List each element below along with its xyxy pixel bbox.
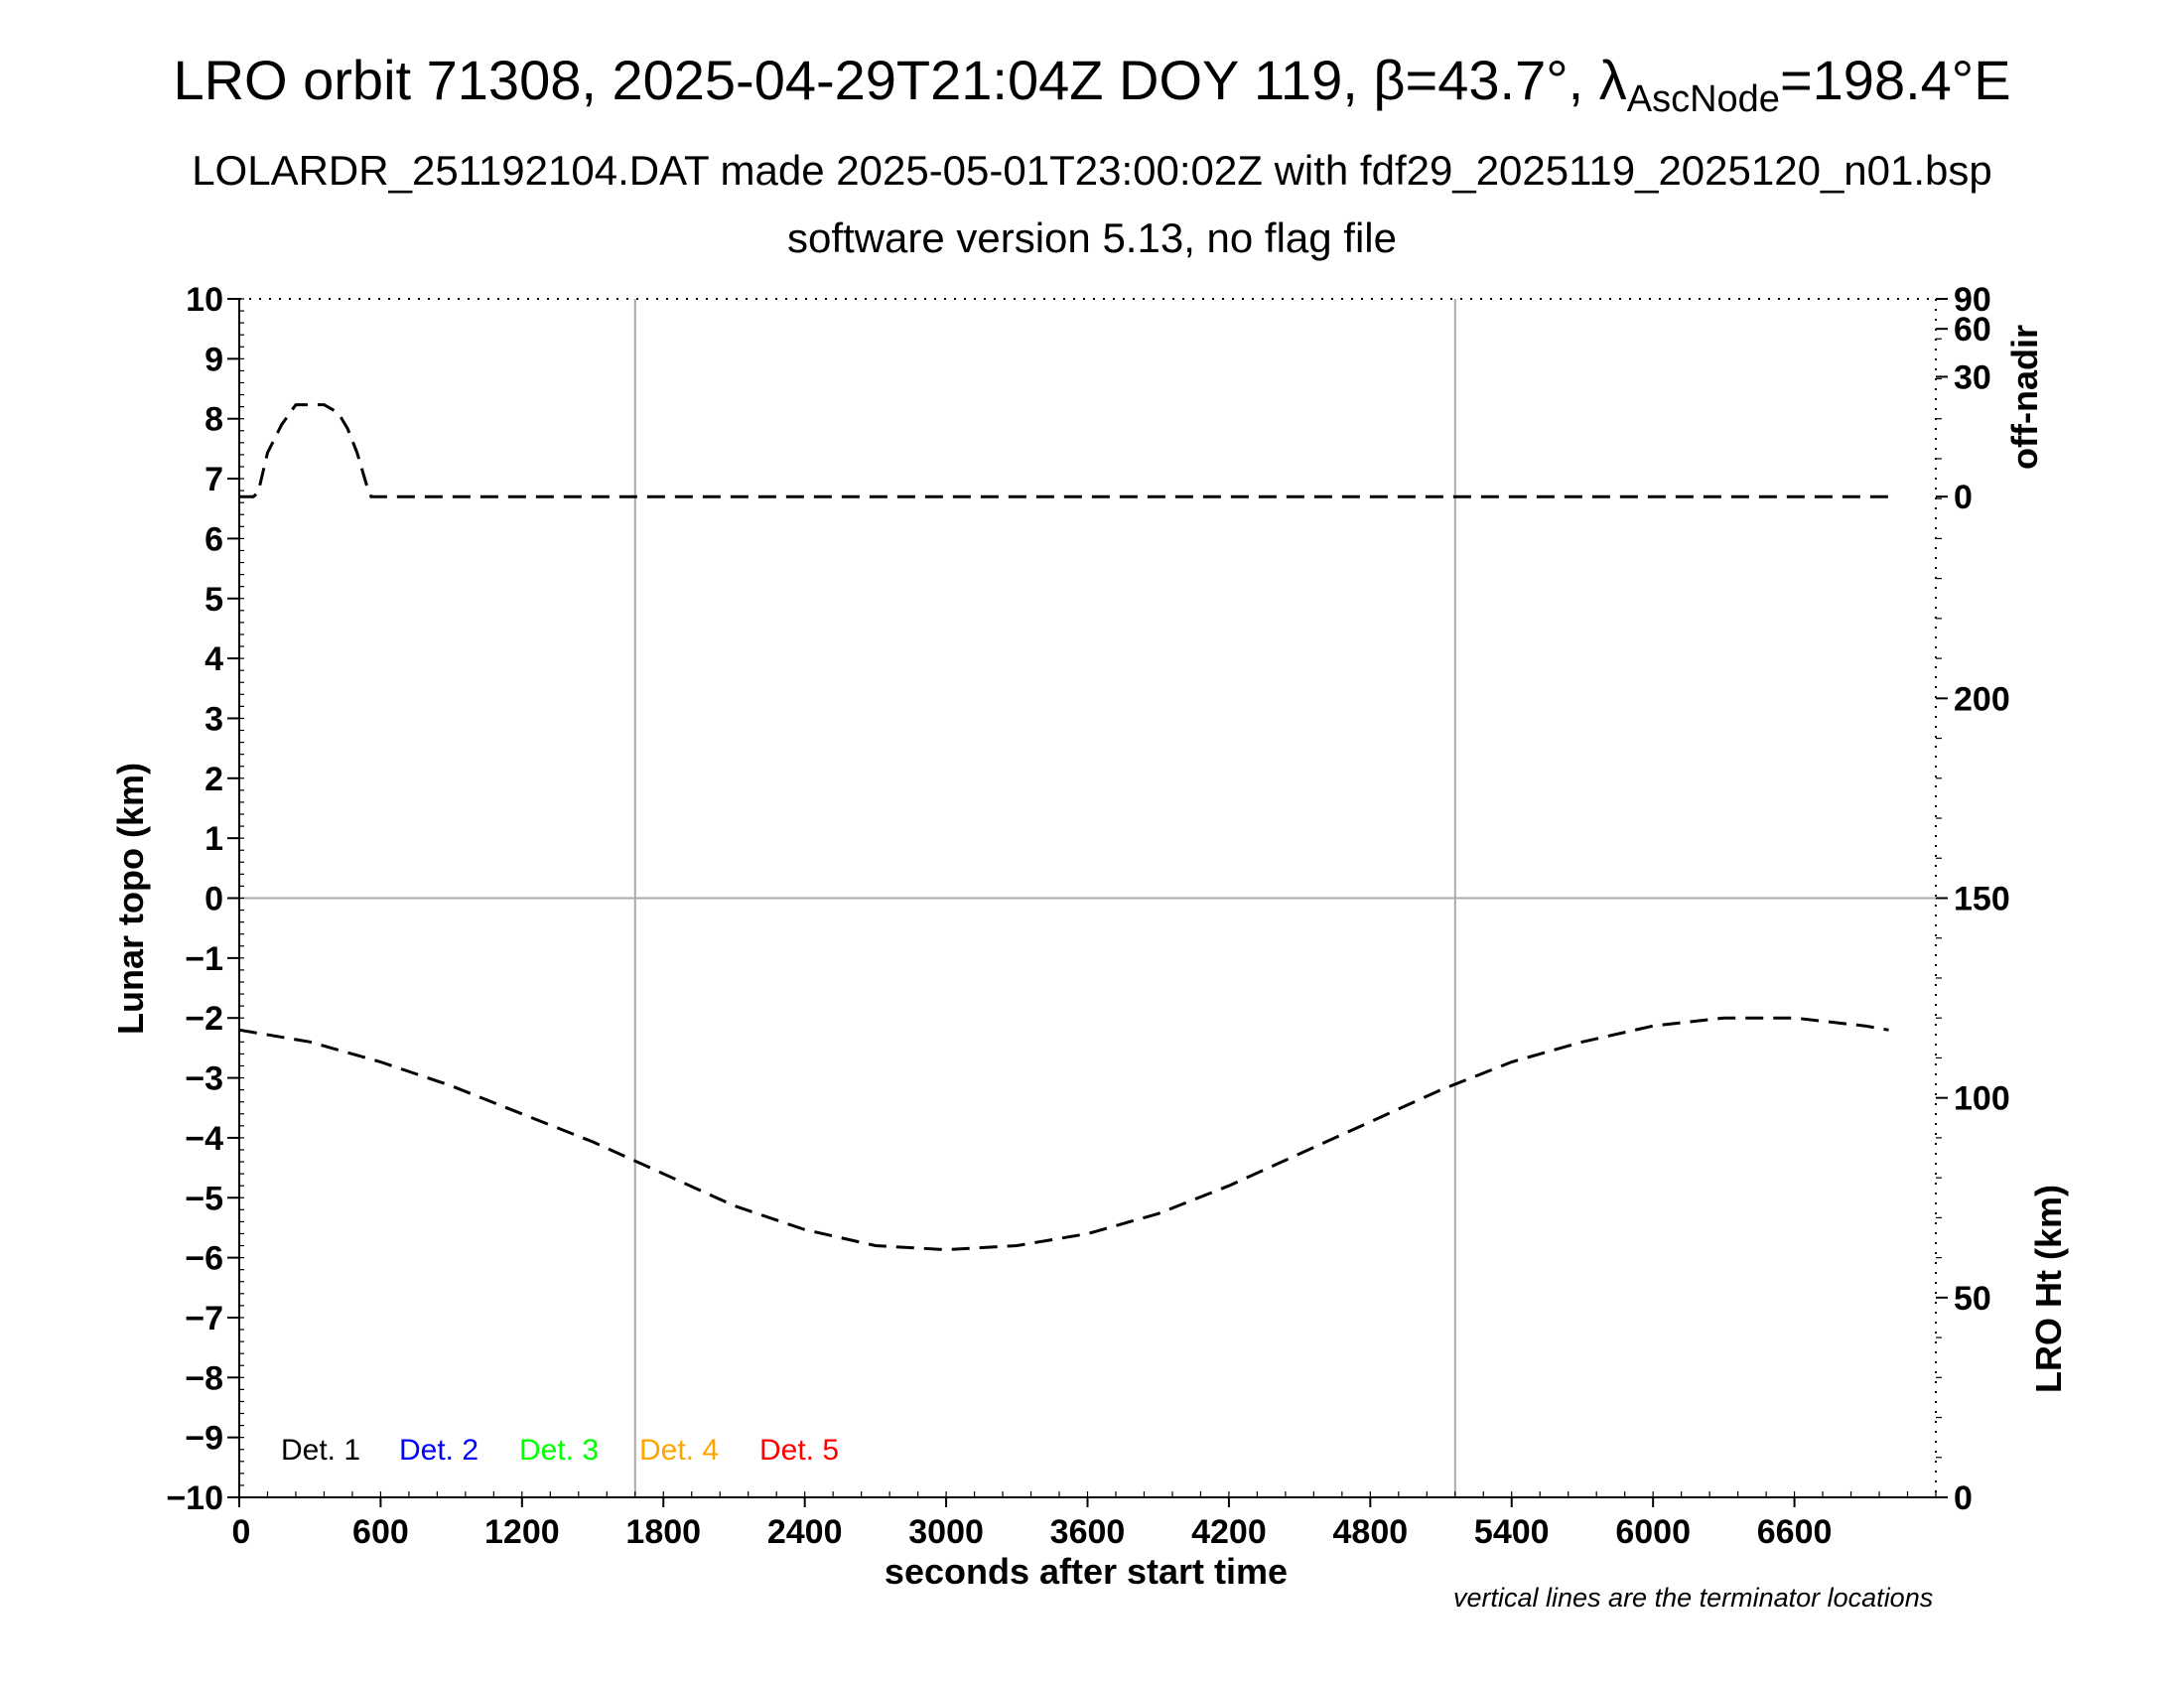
x-tick-label: 1800 [625, 1513, 701, 1551]
y-tick-label: −6 [185, 1240, 223, 1278]
chart-subtitle-file: LOLARDR_251192104.DAT made 2025-05-01T23… [192, 147, 1992, 194]
chart-title: LRO orbit 71308, 2025-04-29T21:04Z DOY 1… [0, 48, 2184, 121]
offnadir-tick-label: 60 [1954, 311, 1991, 349]
x-tick-label: 600 [352, 1513, 409, 1551]
right-axis-label-offnadir: off-nadir [2004, 325, 2045, 470]
height-tick-label: 0 [1954, 1479, 1973, 1517]
height-tick-label: 50 [1954, 1280, 1991, 1318]
y-tick-label: −8 [185, 1359, 223, 1397]
y-tick-label: 3 [205, 700, 223, 738]
chart-title-prefix: LRO orbit 71308, 2025-04-29T21:04Z DOY 1… [173, 49, 1627, 111]
y-tick-label: −1 [185, 940, 223, 978]
offnadir-tick-label: 90 [1954, 281, 1991, 319]
x-tick-label: 1200 [484, 1513, 560, 1551]
offnadir-tick-label: 30 [1954, 358, 1991, 396]
y-tick-label: −2 [185, 1000, 223, 1038]
height-tick-label: 100 [1954, 1080, 2010, 1118]
x-tick-label: 0 [232, 1513, 251, 1551]
legend-item: Det. 5 [759, 1434, 839, 1467]
x-tick-label: 4200 [1191, 1513, 1267, 1551]
y-tick-label: 1 [205, 820, 223, 858]
x-tick-label: 3600 [1050, 1513, 1126, 1551]
x-tick-label: 3000 [908, 1513, 984, 1551]
height-tick-label: 200 [1954, 680, 2010, 718]
offnadir-tick-label: 0 [1954, 479, 1973, 516]
legend-item: Det. 4 [639, 1434, 719, 1467]
legend-item: Det. 3 [519, 1434, 599, 1467]
terminator-note: vertical lines are the terminator locati… [1453, 1583, 1934, 1613]
legend-item: Det. 2 [399, 1434, 478, 1467]
height-tick-label: 150 [1954, 881, 2010, 918]
x-tick-label: 6600 [1757, 1513, 1833, 1551]
y-tick-label: −3 [185, 1060, 223, 1098]
legend: Det. 1 Det. 2 Det. 3 Det. 4 Det. 5 [281, 1434, 839, 1467]
y-tick-label: −7 [185, 1300, 223, 1337]
x-axis-label: seconds after start time [885, 1551, 1288, 1592]
x-tick-label: 6000 [1615, 1513, 1691, 1551]
chart-title-subscript: AscNode [1626, 78, 1780, 120]
y-tick-label: 4 [205, 640, 223, 678]
y-tick-label: 10 [186, 281, 223, 319]
y-tick-label: 7 [205, 461, 223, 498]
y-axis-label: Lunar topo (km) [110, 763, 151, 1035]
y-tick-label: 2 [205, 761, 223, 798]
y-tick-label: 9 [205, 341, 223, 378]
chart-title-suffix: =198.4°E [1779, 49, 2011, 111]
grid-layer [239, 299, 1936, 1497]
x-tick-label: 4800 [1333, 1513, 1409, 1551]
y-tick-label: −9 [185, 1420, 223, 1458]
y-tick-label: −4 [185, 1120, 223, 1158]
y-tick-label: 6 [205, 520, 223, 558]
y-tick-label: 8 [205, 401, 223, 439]
right-axis-label-height: LRO Ht (km) [2028, 1185, 2069, 1393]
y-tick-label: −5 [185, 1180, 223, 1217]
tick-layer [227, 298, 1948, 1507]
series-line-height [238, 1016, 1889, 1252]
y-tick-label: −10 [166, 1479, 223, 1517]
series-line-off-nadir [239, 403, 1889, 498]
chart-subtitle-software: software version 5.13, no flag file [786, 214, 1397, 261]
y-tick-label: 0 [205, 881, 223, 918]
series-layer [238, 403, 1889, 1252]
x-tick-label: 5400 [1474, 1513, 1550, 1551]
y-tick-label: 5 [205, 581, 223, 619]
legend-item: Det. 1 [281, 1434, 360, 1467]
x-tick-label: 2400 [767, 1513, 843, 1551]
